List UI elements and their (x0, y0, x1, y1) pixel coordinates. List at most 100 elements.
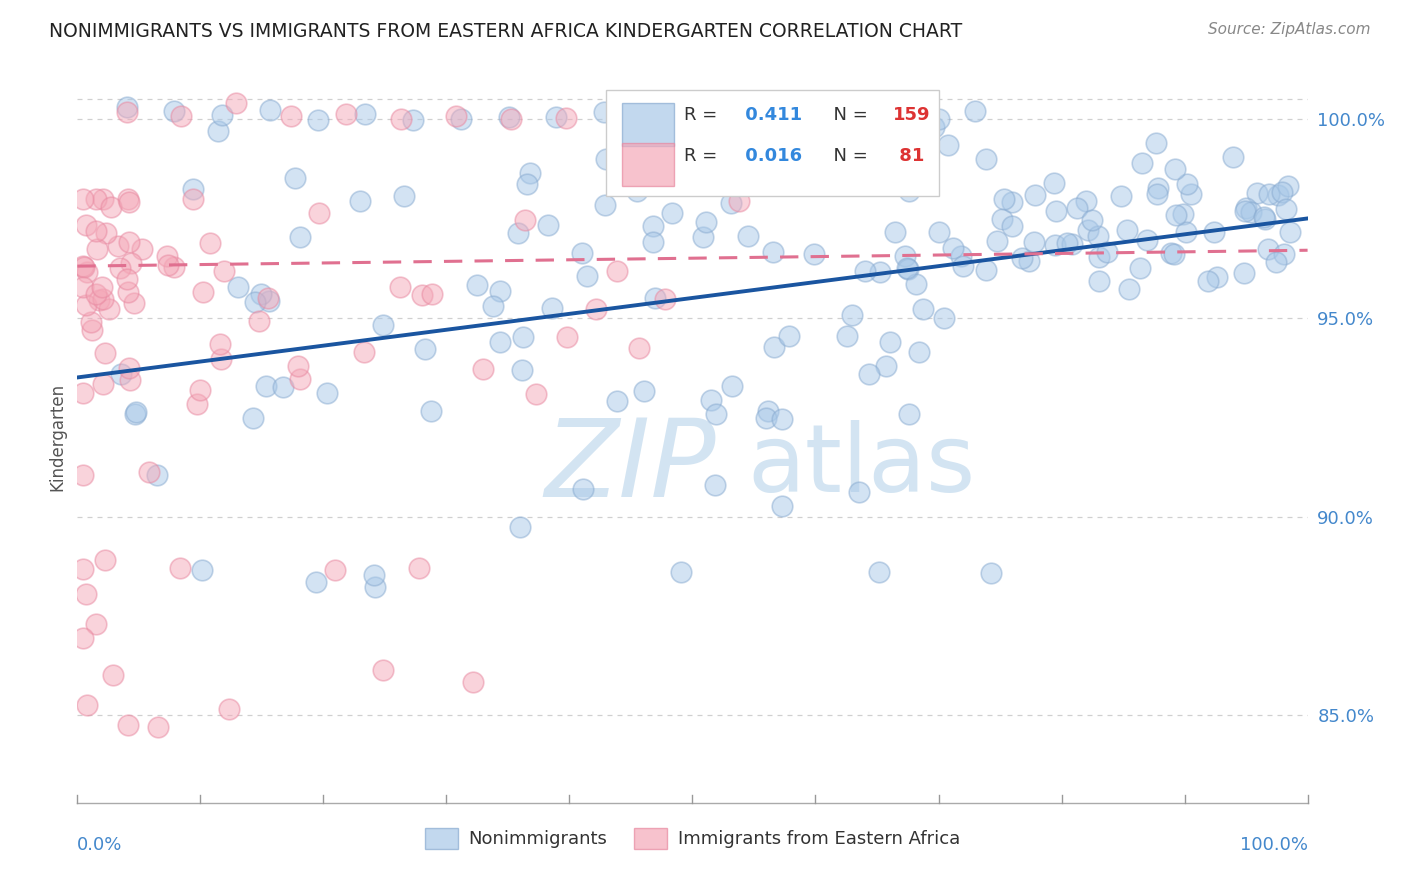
Point (243, 295, 266, 310)
Point (1080, 213, 1102, 227)
Point (72, 386, 94, 401)
Y-axis label: Kindergarten: Kindergarten (48, 383, 66, 491)
Point (703, 478, 725, 492)
Point (593, 104, 616, 119)
Point (183, 182, 205, 196)
Point (1088, 275, 1111, 289)
Point (117, 192, 139, 206)
Point (499, 112, 522, 126)
Point (208, 337, 231, 351)
Point (585, 301, 607, 316)
Point (108, 260, 131, 275)
Point (1088, 250, 1111, 264)
Point (218, 702, 240, 716)
Point (853, 264, 876, 278)
Point (465, 277, 488, 292)
Point (762, 340, 785, 354)
Point (664, 115, 686, 129)
Point (641, 235, 664, 249)
Point (700, 393, 723, 408)
Point (120, 256, 142, 270)
Point (524, 387, 547, 401)
Point (118, 373, 141, 387)
Point (879, 334, 901, 349)
Point (952, 259, 974, 273)
Point (72, 631, 94, 645)
Point (633, 384, 655, 399)
Point (595, 152, 617, 166)
Point (950, 249, 973, 263)
Point (537, 219, 560, 233)
Point (1024, 187, 1046, 202)
Point (880, 110, 903, 124)
Point (1173, 207, 1195, 221)
Point (188, 383, 211, 397)
Point (641, 112, 664, 127)
Point (1116, 222, 1139, 236)
Text: N =: N = (821, 146, 873, 165)
Point (835, 328, 858, 343)
Point (991, 212, 1014, 227)
Point (489, 285, 512, 299)
Point (1130, 156, 1153, 170)
Point (872, 104, 894, 119)
Text: 0.411: 0.411 (740, 106, 803, 124)
Point (100, 200, 122, 214)
Point (389, 280, 412, 294)
Point (72, 279, 94, 293)
Point (720, 195, 742, 210)
Text: 159: 159 (893, 106, 931, 124)
Point (408, 561, 430, 575)
Point (606, 264, 628, 278)
Point (225, 96, 247, 111)
Point (84, 616, 107, 631)
Point (644, 291, 666, 305)
Point (290, 230, 312, 244)
Point (72, 260, 94, 274)
Point (898, 407, 921, 421)
Text: NONIMMIGRANTS VS IMMIGRANTS FROM EASTERN AFRICA KINDERGARTEN CORRELATION CHART: NONIMMIGRANTS VS IMMIGRANTS FROM EASTERN… (49, 22, 963, 41)
Point (72, 467, 94, 482)
Point (101, 668, 124, 682)
Point (762, 245, 785, 260)
Point (122, 295, 145, 310)
Point (163, 260, 186, 274)
Point (641, 219, 664, 233)
Point (207, 124, 229, 138)
Point (905, 277, 928, 291)
Point (354, 107, 377, 121)
Point (928, 225, 950, 239)
Point (1271, 185, 1294, 199)
Point (1246, 186, 1268, 200)
Point (942, 242, 965, 256)
Point (1077, 223, 1099, 237)
Point (186, 396, 208, 410)
Point (1011, 251, 1033, 265)
Text: 0.016: 0.016 (740, 146, 803, 165)
Point (661, 206, 683, 220)
Point (482, 299, 505, 313)
Point (471, 362, 494, 376)
Point (93, 346, 115, 360)
Text: 100.0%: 100.0% (1240, 836, 1308, 854)
Text: R =: R = (683, 106, 723, 124)
Point (803, 247, 825, 261)
Point (1257, 242, 1279, 256)
Point (689, 104, 711, 119)
Point (131, 242, 153, 256)
Point (156, 259, 179, 273)
Point (84, 192, 107, 206)
Point (191, 563, 214, 577)
Point (80, 322, 103, 336)
Point (778, 329, 800, 343)
Point (1160, 245, 1182, 260)
Point (1234, 201, 1257, 215)
Point (1045, 238, 1067, 252)
Point (402, 112, 425, 127)
Point (688, 136, 710, 151)
Point (1087, 229, 1109, 244)
Point (450, 112, 472, 126)
Point (94, 553, 117, 567)
Point (498, 110, 520, 124)
Point (912, 301, 935, 316)
